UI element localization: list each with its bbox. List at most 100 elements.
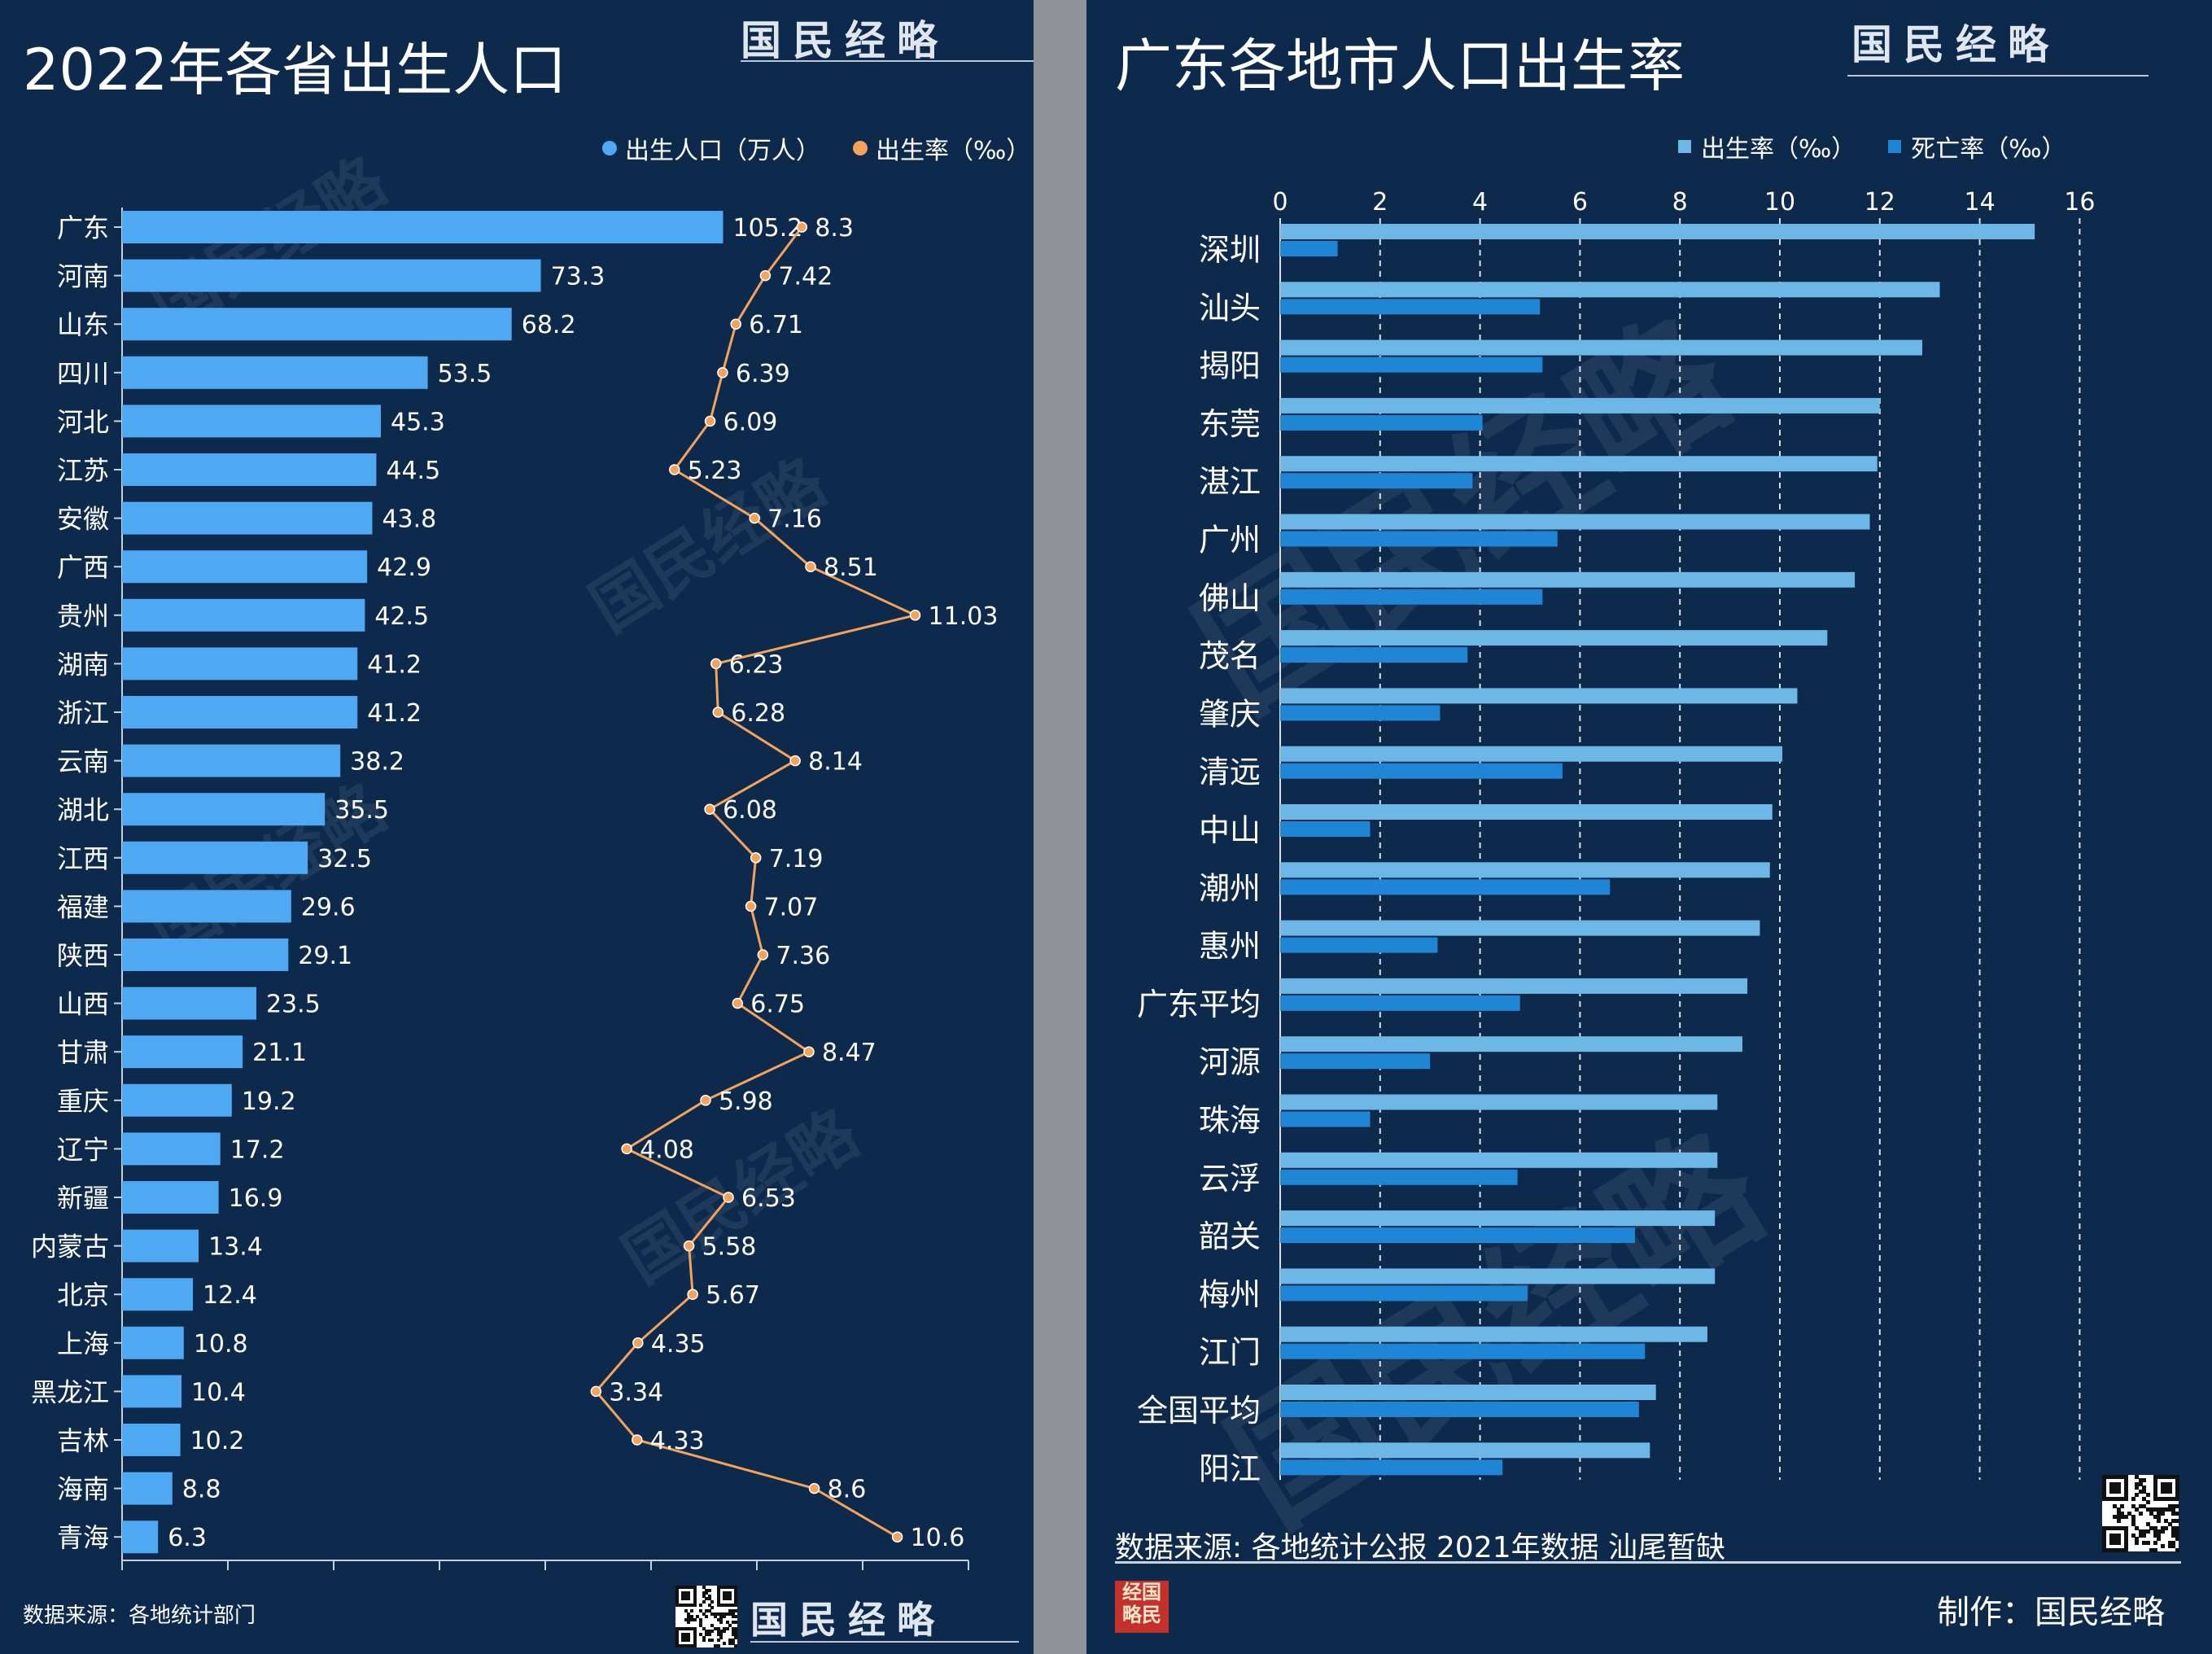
qr-module [731, 1586, 735, 1589]
qr-module [716, 1586, 720, 1589]
qr-module [675, 1591, 679, 1595]
qr-module [2138, 1511, 2143, 1516]
qr-module [2171, 1533, 2176, 1538]
qr-module [2175, 1481, 2179, 1486]
birth-rate-point [621, 1143, 632, 1155]
qr-module [2167, 1507, 2172, 1512]
qr-module [734, 1586, 738, 1589]
qr-module [707, 1603, 711, 1607]
qr-module [2145, 1507, 2150, 1512]
birth-population-value-label: 105.2 [733, 214, 803, 243]
death-rate-bar [1280, 414, 1483, 431]
qr-module [2160, 1525, 2165, 1530]
birth-rate-bar [1280, 746, 1783, 762]
qr-module [2138, 1533, 2143, 1538]
qr-module [690, 1603, 694, 1607]
birth-rate-bar [1280, 1442, 1650, 1459]
death-rate-bar [1280, 995, 1520, 1011]
qr-module [2123, 1486, 2128, 1490]
birth-population-value-label: 16.9 [229, 1184, 283, 1213]
qr-module [722, 1626, 726, 1630]
birth-population-bar [122, 308, 512, 341]
qr-module [2153, 1489, 2157, 1494]
qr-module [681, 1635, 685, 1639]
birth-rate-value-label: 6.23 [729, 650, 784, 679]
qr-module [2164, 1486, 2169, 1490]
qr-module [2123, 1544, 2128, 1549]
birth-rate-point [749, 512, 760, 524]
birth-rate-bar [1280, 1268, 1716, 1284]
qr-module [690, 1615, 694, 1619]
qr-module [728, 1608, 732, 1612]
qr-module [716, 1594, 720, 1598]
qr-module [707, 1594, 711, 1598]
qr-module [2138, 1478, 2143, 1483]
birth-population-value-label: 41.2 [367, 699, 422, 728]
qr-module [2113, 1525, 2118, 1530]
qr-module [2153, 1493, 2157, 1498]
left-footer-logo-underline [750, 1641, 1019, 1643]
city-label: 茂名 [1199, 638, 1261, 674]
qr-module [2105, 1496, 2110, 1501]
qr-module [687, 1594, 691, 1598]
x-tick-label: 10 [1764, 188, 1795, 217]
birth-rate-value-label: 6.75 [750, 991, 805, 1019]
birth-rate-bar [1280, 397, 1880, 414]
qr-module [2142, 1478, 2147, 1483]
qr-module [707, 1630, 711, 1634]
province-label: 浙江 [57, 698, 109, 729]
birth-rate-bar [1280, 339, 1922, 356]
qr-module [2131, 1503, 2135, 1508]
qr-module [702, 1635, 706, 1639]
qr-module [2153, 1486, 2157, 1490]
birth-rate-point [730, 318, 741, 330]
qr-module [681, 1639, 685, 1643]
birth-rate-value-label: 10.6 [911, 1524, 965, 1552]
qr-module [2113, 1547, 2118, 1552]
qr-module [2175, 1511, 2179, 1516]
birth-rate-point [712, 707, 724, 718]
birth-rate-point [668, 464, 680, 475]
qr-module [675, 1635, 679, 1639]
city-label: 汕头 [1199, 290, 1261, 326]
birth-population-bar [122, 1278, 194, 1311]
birth-rate-value-label: 5.98 [719, 1087, 773, 1116]
qr-module [710, 1612, 715, 1616]
qr-module [731, 1630, 735, 1634]
qr-module [2135, 1493, 2140, 1498]
birth-rate-value-label: 7.42 [778, 263, 833, 291]
qr-module [705, 1591, 709, 1595]
province-label: 重庆 [57, 1086, 109, 1117]
qr-module [716, 1644, 720, 1648]
qr-module [2102, 1529, 2106, 1534]
qr-module [716, 1597, 720, 1601]
birth-population-value-label: 19.2 [242, 1087, 296, 1116]
qr-module [690, 1617, 694, 1621]
qr-module [2145, 1500, 2150, 1505]
city-label: 肇庆 [1199, 696, 1261, 732]
qr-module [681, 1594, 685, 1598]
qr-module [2123, 1493, 2128, 1498]
qr-module [710, 1630, 715, 1634]
qr-module [2157, 1515, 2162, 1520]
qr-module [693, 1597, 697, 1601]
qr-module [714, 1626, 718, 1630]
birth-population-value-label: 12.4 [203, 1281, 257, 1310]
province-label: 辽宁 [57, 1134, 109, 1165]
qr-module [2160, 1529, 2165, 1534]
death-rate-bar [1280, 531, 1558, 547]
death-rate-bar [1280, 473, 1473, 489]
birth-population-bar [122, 1035, 243, 1069]
qr-module [2157, 1511, 2162, 1516]
qr-module [2116, 1547, 2121, 1552]
qr-module [2164, 1475, 2169, 1479]
qr-module [702, 1586, 706, 1589]
qr-module [2171, 1544, 2176, 1549]
qr-module [707, 1597, 711, 1601]
province-label: 河南 [57, 261, 109, 292]
right-logo-underline [1847, 75, 2149, 77]
birth-population-bar [122, 550, 368, 584]
death-rate-bar [1280, 299, 1541, 315]
province-label: 湖南 [57, 649, 109, 680]
qr-module [693, 1626, 697, 1630]
